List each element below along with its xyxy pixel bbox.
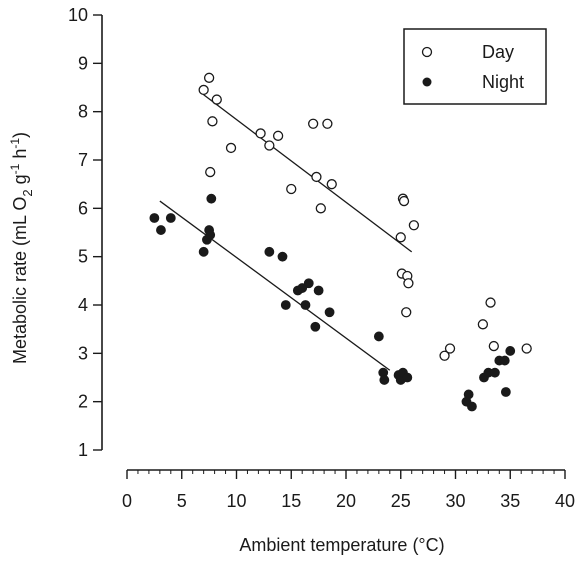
day-point <box>264 140 275 151</box>
day-point <box>207 116 218 127</box>
day-point <box>403 278 414 289</box>
day-point <box>286 183 297 195</box>
day-point <box>225 142 237 154</box>
night-point <box>490 367 500 378</box>
x-tick-label: 20 <box>336 491 356 511</box>
day-point <box>485 297 496 308</box>
day-point <box>408 220 420 231</box>
y-axis-title-g-superscript: -1 <box>8 163 22 174</box>
day-point <box>488 340 499 352</box>
night-point <box>505 346 516 356</box>
day-point <box>311 171 322 183</box>
night-point <box>264 246 275 257</box>
x-tick-label: 25 <box>391 491 411 511</box>
y-axis-title-prefix: Metabolic rate (mL O <box>10 197 30 364</box>
legend-box <box>403 28 547 105</box>
legend-day-label: Day <box>482 42 514 62</box>
night-point <box>149 213 160 223</box>
night-point <box>379 375 390 385</box>
y-axis-title-suffix: ) <box>10 132 30 138</box>
x-axis-title: Ambient temperature (°C) <box>239 535 444 555</box>
y-tick-label: 2 <box>78 392 88 412</box>
x-tick-label: 0 <box>122 491 132 511</box>
night-point <box>156 225 166 235</box>
day-point <box>211 94 222 105</box>
data-points <box>149 72 532 412</box>
x-tick-label: 40 <box>555 491 575 511</box>
day-point <box>255 128 266 139</box>
x-tick-label: 10 <box>226 491 246 511</box>
night-point <box>324 307 335 318</box>
y-tick-label: 10 <box>68 5 88 25</box>
day-point <box>272 130 284 141</box>
night-point <box>310 321 321 332</box>
x-tick-label: 5 <box>177 491 187 511</box>
day-point <box>398 195 410 207</box>
x-tick-label: 15 <box>281 491 301 511</box>
night-point <box>297 283 308 293</box>
y-axis-title: Metabolic rate (mL O2 g-1 h-1) <box>8 132 35 364</box>
y-tick-label: 9 <box>78 53 88 73</box>
day-point <box>477 319 489 330</box>
day-point <box>401 307 412 318</box>
day-point <box>315 203 326 214</box>
day-point <box>395 232 406 243</box>
x-tick-label: 30 <box>445 491 465 511</box>
day-point <box>203 72 215 83</box>
y-axis-title-o2-subscript: 2 <box>20 189 35 196</box>
night-regression-line <box>159 200 391 371</box>
night-point <box>499 355 510 366</box>
y-tick-label: 1 <box>78 440 88 460</box>
axes-group: 1 2 3 4 5 6 7 8 9 10 0 5 10 15 20 25 30 35 40 <box>68 5 575 511</box>
y-tick-label: 6 <box>78 198 88 218</box>
day-point <box>444 343 456 354</box>
day-point <box>307 118 319 129</box>
day-point <box>322 118 333 129</box>
night-point <box>205 230 216 240</box>
night-point <box>198 246 209 257</box>
night-point <box>206 193 217 204</box>
y-axis-title-h-superscript: -1 <box>8 138 22 149</box>
y-tick-label: 3 <box>78 343 88 363</box>
night-point <box>313 285 324 296</box>
night-point <box>300 300 311 310</box>
y-tick-label: 7 <box>78 150 88 170</box>
night-point <box>467 401 477 412</box>
day-point <box>198 84 209 96</box>
legend: Day Night <box>403 28 547 105</box>
legend-night-marker <box>422 77 432 87</box>
legend-day-marker <box>421 46 433 58</box>
y-tick-label: 5 <box>78 247 88 267</box>
y-tick-label: 8 <box>78 102 88 122</box>
day-point <box>521 343 532 354</box>
night-point <box>500 387 511 397</box>
night-point <box>165 213 176 223</box>
night-point <box>463 389 474 400</box>
day-point <box>326 179 337 190</box>
y-tick-label: 4 <box>78 295 88 315</box>
day-regression-line <box>203 94 413 253</box>
night-point <box>277 251 288 262</box>
y-axis-title-g: g <box>10 174 30 189</box>
regression-lines <box>159 94 413 371</box>
day-point <box>205 166 216 178</box>
night-point <box>303 278 314 289</box>
day-point <box>439 350 450 361</box>
y-axis-title-h: h <box>10 149 30 164</box>
night-point <box>373 331 384 342</box>
night-point <box>280 300 291 310</box>
x-tick-label: 35 <box>500 491 520 511</box>
legend-night-label: Night <box>482 72 524 92</box>
night-point <box>402 372 413 383</box>
